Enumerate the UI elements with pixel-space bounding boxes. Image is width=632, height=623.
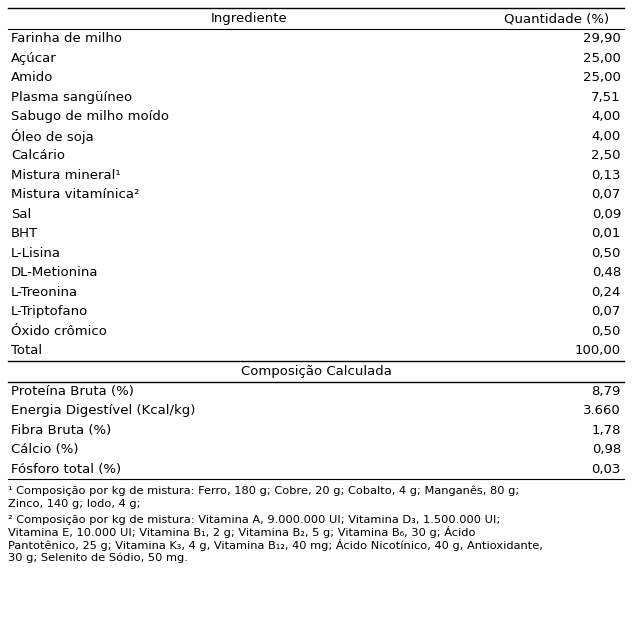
Text: 2,50: 2,50 [592, 150, 621, 162]
Text: L-Treonina: L-Treonina [11, 286, 78, 299]
Text: 4,00: 4,00 [592, 110, 621, 123]
Text: Farinha de milho: Farinha de milho [11, 32, 122, 45]
Text: 0,48: 0,48 [592, 266, 621, 279]
Text: 1,78: 1,78 [592, 424, 621, 437]
Text: 0,09: 0,09 [592, 207, 621, 221]
Text: 0,13: 0,13 [592, 169, 621, 182]
Text: 7,51: 7,51 [592, 91, 621, 104]
Text: Açúcar: Açúcar [11, 52, 57, 65]
Text: 29,90: 29,90 [583, 32, 621, 45]
Text: 0,50: 0,50 [592, 325, 621, 338]
Text: 0,07: 0,07 [592, 188, 621, 201]
Text: DL-Metionina: DL-Metionina [11, 266, 99, 279]
Text: 3.660: 3.660 [583, 404, 621, 417]
Text: L-Triptofano: L-Triptofano [11, 305, 88, 318]
Text: Mistura vitamínica²: Mistura vitamínica² [11, 188, 140, 201]
Text: Composição Calculada: Composição Calculada [241, 364, 391, 378]
Text: Óleo de soja: Óleo de soja [11, 129, 94, 144]
Text: 0,07: 0,07 [592, 305, 621, 318]
Text: 8,79: 8,79 [592, 385, 621, 397]
Text: 25,00: 25,00 [583, 71, 621, 84]
Text: Energia Digestível (Kcal/kg): Energia Digestível (Kcal/kg) [11, 404, 195, 417]
Text: 30 g; Selenito de Sódio, 50 mg.: 30 g; Selenito de Sódio, 50 mg. [8, 552, 188, 563]
Text: Fósforo total (%): Fósforo total (%) [11, 463, 121, 476]
Text: Vitamina E, 10.000 UI; Vitamina B₁, 2 g; Vitamina B₂, 5 g; Vitamina B₆, 30 g; Ác: Vitamina E, 10.000 UI; Vitamina B₁, 2 g;… [8, 526, 475, 538]
Text: Sabugo de milho moído: Sabugo de milho moído [11, 110, 169, 123]
Text: 25,00: 25,00 [583, 52, 621, 65]
Text: 4,00: 4,00 [592, 130, 621, 143]
Text: L-Lisina: L-Lisina [11, 247, 61, 260]
Text: 0,01: 0,01 [592, 227, 621, 240]
Text: Fibra Bruta (%): Fibra Bruta (%) [11, 424, 111, 437]
Text: ² Composição por kg de mistura: Vitamina A, 9.000.000 UI; Vitamina D₃, 1.500.000: ² Composição por kg de mistura: Vitamina… [8, 515, 501, 525]
Text: Pantotênico, 25 g; Vitamina K₃, 4 g, Vitamina B₁₂, 40 mg; Ácido Nicotínico, 40 g: Pantotênico, 25 g; Vitamina K₃, 4 g, Vit… [8, 539, 543, 551]
Text: Plasma sangüíneo: Plasma sangüíneo [11, 91, 132, 104]
Text: Calcário: Calcário [11, 150, 65, 162]
Text: Sal: Sal [11, 207, 31, 221]
Text: Mistura mineral¹: Mistura mineral¹ [11, 169, 121, 182]
Text: 0,98: 0,98 [592, 443, 621, 456]
Text: Cálcio (%): Cálcio (%) [11, 443, 78, 456]
Text: Quantidade (%): Quantidade (%) [504, 12, 609, 25]
Text: ¹ Composição por kg de mistura: Ferro, 180 g; Cobre, 20 g; Cobalto, 4 g; Manganê: ¹ Composição por kg de mistura: Ferro, 1… [8, 486, 520, 497]
Text: Proteína Bruta (%): Proteína Bruta (%) [11, 385, 134, 397]
Text: Total: Total [11, 345, 42, 357]
Text: Ingrediente: Ingrediente [210, 12, 288, 25]
Text: 0,24: 0,24 [592, 286, 621, 299]
Text: 0,50: 0,50 [592, 247, 621, 260]
Text: 100,00: 100,00 [575, 345, 621, 357]
Text: BHT: BHT [11, 227, 38, 240]
Text: Zinco, 140 g; Iodo, 4 g;: Zinco, 140 g; Iodo, 4 g; [8, 499, 140, 509]
Text: Amido: Amido [11, 71, 53, 84]
Text: Óxido crômico: Óxido crômico [11, 325, 107, 338]
Text: 0,03: 0,03 [592, 463, 621, 476]
